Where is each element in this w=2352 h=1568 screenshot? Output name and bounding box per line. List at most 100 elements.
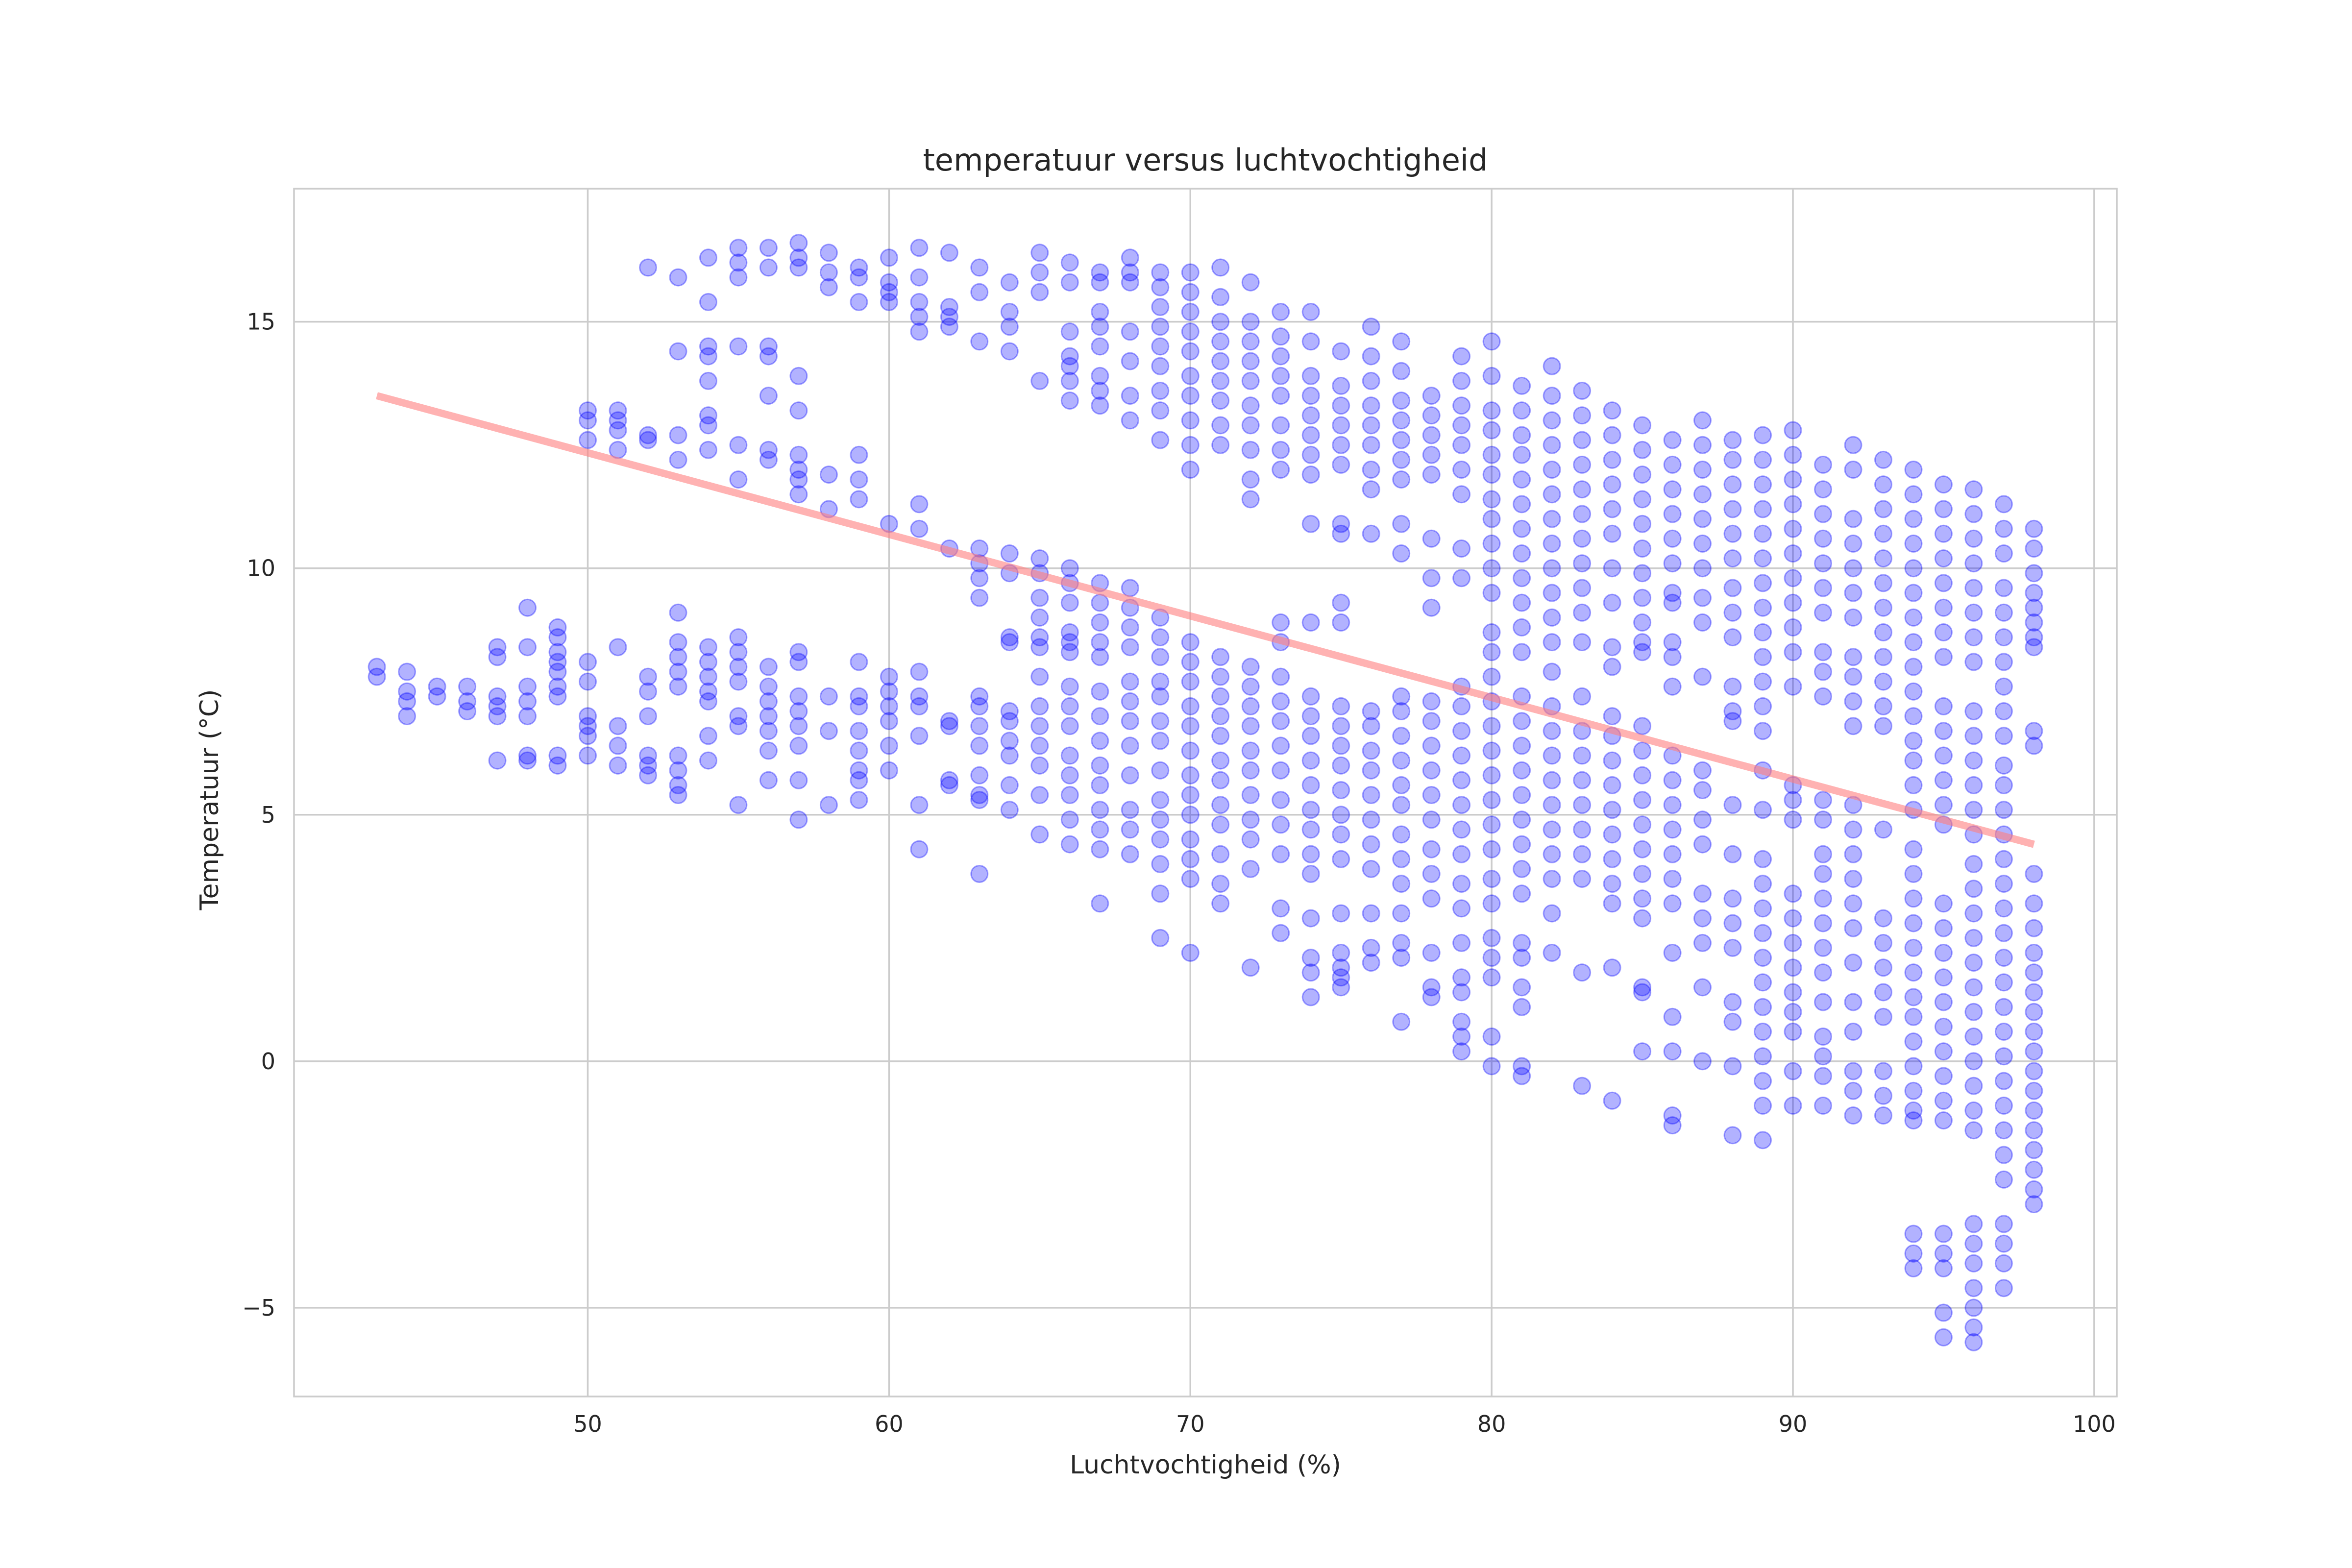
data-point — [518, 677, 537, 696]
data-point — [1663, 771, 1682, 789]
data-point — [1663, 455, 1682, 474]
data-point — [1482, 401, 1501, 420]
data-point — [850, 445, 868, 464]
data-point — [1784, 983, 1802, 1002]
data-point — [1784, 519, 1802, 538]
data-point — [1513, 593, 1531, 612]
data-point — [1482, 791, 1501, 809]
data-point — [1814, 1096, 1832, 1115]
data-point — [548, 643, 567, 662]
data-point — [1181, 411, 1200, 430]
data-point — [789, 687, 808, 706]
data-point — [1091, 273, 1109, 292]
data-point — [1754, 500, 1772, 518]
data-point — [1633, 588, 1652, 607]
data-point — [488, 638, 507, 657]
data-point — [759, 387, 778, 405]
data-point — [2025, 963, 2043, 982]
data-point — [1241, 332, 1260, 351]
data-point — [1844, 461, 1862, 479]
data-point — [1241, 697, 1260, 715]
data-point — [669, 603, 687, 622]
data-point — [1994, 1279, 2013, 1298]
data-point — [1904, 1007, 1923, 1026]
data-point — [1723, 475, 1742, 494]
data-point — [1633, 865, 1652, 883]
data-point — [458, 677, 477, 696]
data-point — [1814, 480, 1832, 499]
data-point — [1151, 732, 1170, 750]
data-point — [1754, 549, 1772, 568]
data-point — [1332, 806, 1350, 824]
data-point — [1301, 776, 1320, 794]
data-point — [1422, 786, 1441, 804]
data-point — [1392, 776, 1411, 794]
data-point — [1603, 500, 1621, 518]
data-point — [1422, 712, 1441, 731]
data-point — [1693, 436, 1712, 454]
data-point — [910, 662, 929, 681]
data-point — [1513, 1057, 1531, 1076]
data-point — [1301, 367, 1320, 385]
data-point — [1301, 332, 1320, 351]
data-point — [1452, 722, 1471, 740]
data-point — [819, 796, 838, 814]
data-point — [789, 234, 808, 252]
data-point — [1874, 672, 1892, 691]
data-point — [1964, 801, 1983, 819]
data-point — [1000, 776, 1019, 794]
data-point — [1513, 712, 1531, 731]
data-point — [1994, 899, 2013, 918]
data-point — [1904, 633, 1923, 652]
data-point — [1874, 697, 1892, 715]
data-point — [1091, 820, 1109, 839]
data-point — [1030, 786, 1049, 804]
data-point — [759, 441, 778, 459]
data-point — [1000, 303, 1019, 321]
data-point — [1844, 534, 1862, 553]
data-point — [1482, 1028, 1501, 1046]
data-point — [1994, 495, 2013, 514]
data-point — [458, 702, 477, 720]
data-point — [1362, 436, 1380, 454]
data-point — [1844, 1023, 1862, 1041]
data-point — [1030, 608, 1049, 627]
data-point — [2025, 519, 2043, 538]
data-point — [1543, 662, 1561, 681]
data-point — [1091, 776, 1109, 794]
data-point — [1603, 707, 1621, 726]
data-point — [518, 746, 537, 765]
data-point — [1784, 593, 1802, 612]
data-point — [1934, 894, 1953, 913]
data-point — [1181, 672, 1200, 691]
data-point — [1784, 1062, 1802, 1080]
data-point — [2025, 628, 2043, 647]
data-point — [819, 687, 838, 706]
data-point — [1091, 707, 1109, 726]
data-point — [1874, 933, 1892, 952]
data-point — [1693, 510, 1712, 528]
data-point — [1573, 406, 1592, 425]
data-point — [1272, 899, 1290, 918]
data-point — [1754, 524, 1772, 543]
data-point — [1814, 889, 1832, 908]
data-point — [789, 653, 808, 671]
data-point — [639, 667, 657, 686]
data-point — [1301, 727, 1320, 745]
data-point — [1151, 830, 1170, 849]
data-point — [789, 248, 808, 267]
data-point — [2025, 584, 2043, 602]
data-point — [1332, 944, 1350, 962]
data-point — [1211, 667, 1230, 686]
data-point — [1814, 643, 1832, 662]
data-point — [1754, 899, 1772, 918]
data-point — [1121, 411, 1139, 430]
data-point — [1513, 426, 1531, 444]
data-point — [1482, 584, 1501, 602]
data-point — [1814, 603, 1832, 622]
data-point — [1603, 825, 1621, 844]
data-point — [1060, 810, 1079, 829]
data-point — [1633, 441, 1652, 459]
data-point — [1633, 741, 1652, 760]
data-point — [1964, 1215, 1983, 1233]
